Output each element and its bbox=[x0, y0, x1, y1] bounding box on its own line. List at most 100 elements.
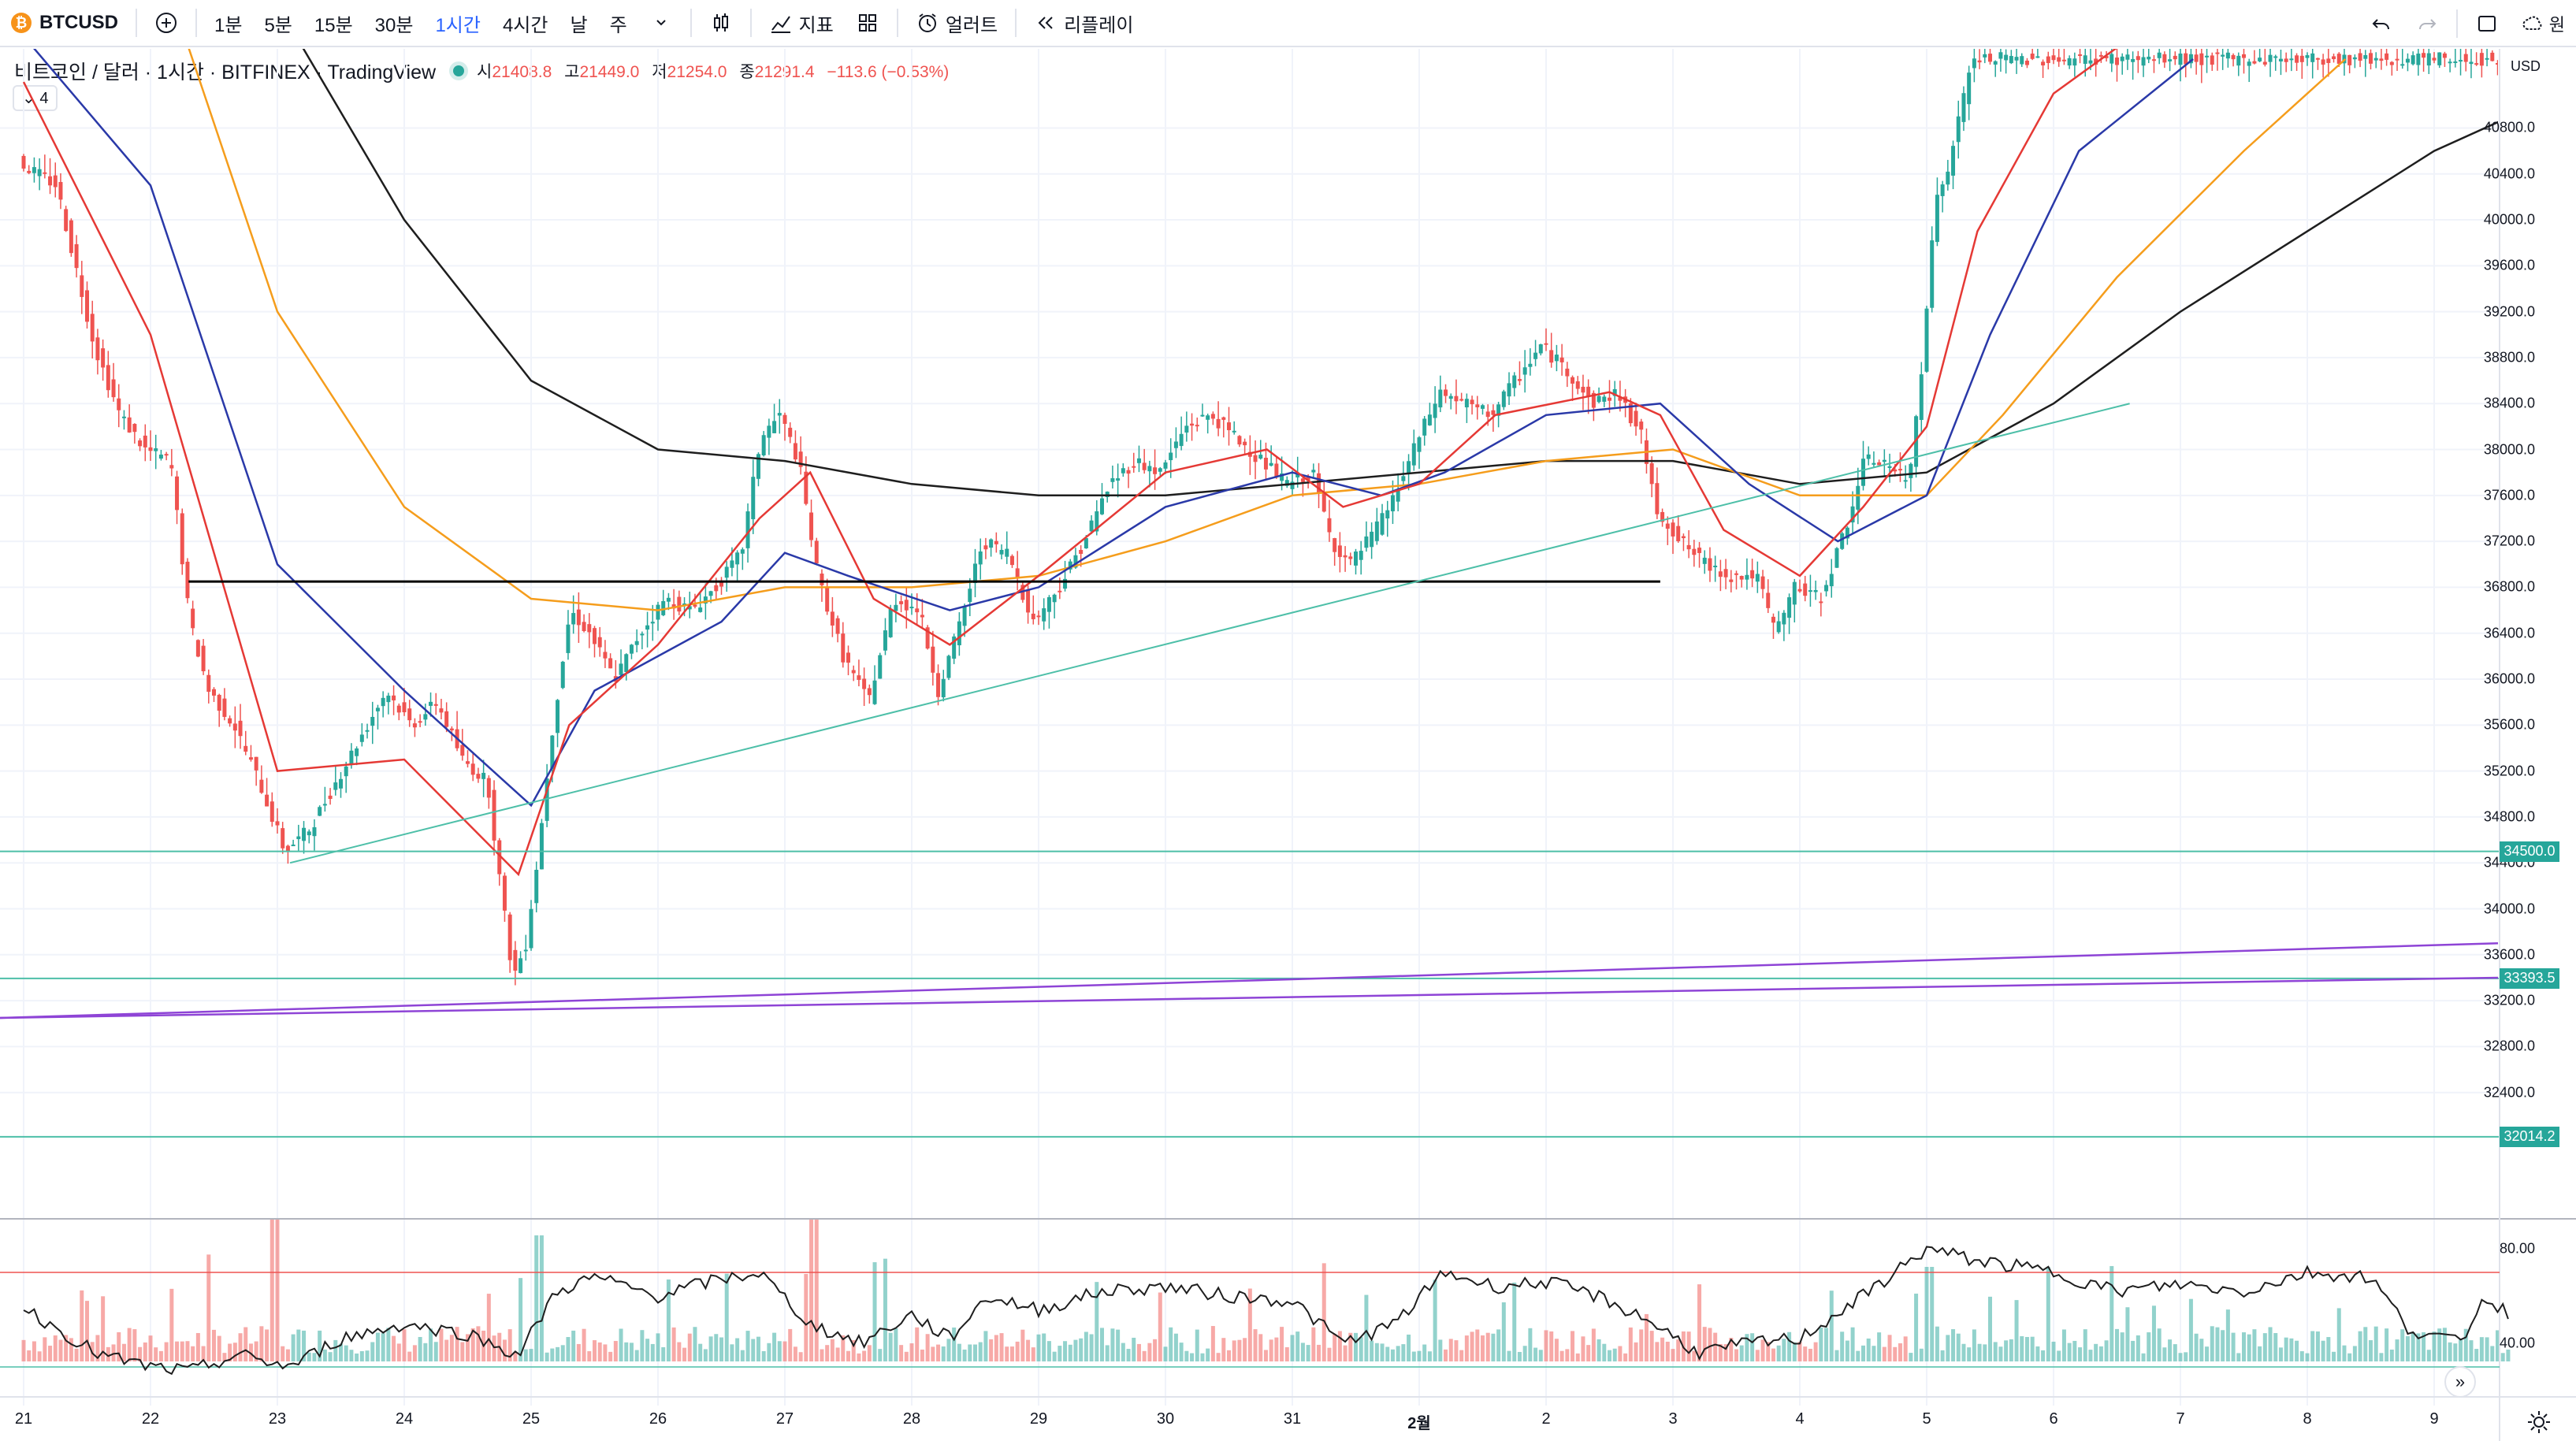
volume-bar bbox=[1776, 1345, 1781, 1361]
volume-bar bbox=[519, 1278, 523, 1361]
candle-body bbox=[1549, 350, 1554, 363]
interval-5m[interactable]: 5분 bbox=[264, 14, 292, 36]
candle-body bbox=[872, 680, 877, 704]
volume-bar bbox=[1068, 1344, 1072, 1361]
indicators-icon bbox=[771, 16, 790, 33]
volume-bar bbox=[1872, 1346, 1876, 1361]
volume-bar bbox=[2221, 1330, 2225, 1361]
candle-body bbox=[593, 628, 597, 644]
symbol-search-button[interactable]: ₿ BTCUSD bbox=[0, 0, 129, 46]
candle-body bbox=[1745, 574, 1749, 580]
candles-icon bbox=[713, 13, 728, 32]
volume-bar bbox=[1988, 1296, 1992, 1361]
layout-select-button[interactable] bbox=[2464, 0, 2510, 47]
replay-button[interactable]: 리플레이 bbox=[1023, 0, 1144, 46]
volume-bar bbox=[925, 1334, 930, 1361]
volume-bar bbox=[1005, 1346, 1009, 1361]
scroll-to-realtime-button[interactable]: » bbox=[2444, 1366, 2476, 1398]
redo-button[interactable] bbox=[2404, 0, 2450, 47]
chevron-down-icon bbox=[656, 20, 666, 26]
volume-bar bbox=[1507, 1350, 1511, 1361]
interval-1m[interactable]: 1분 bbox=[214, 14, 243, 36]
candle-body bbox=[2268, 54, 2273, 62]
candle-body bbox=[1639, 422, 1644, 430]
volume-bar bbox=[2083, 1329, 2087, 1361]
candle-body bbox=[825, 587, 830, 612]
interval-4h[interactable]: 4시간 bbox=[502, 14, 548, 36]
candle-body bbox=[1348, 556, 1353, 559]
price-chart[interactable] bbox=[0, 49, 2576, 1441]
high-label: 고 bbox=[564, 63, 580, 81]
candle-body bbox=[1787, 597, 1792, 618]
compare-symbol-button[interactable] bbox=[143, 0, 189, 46]
candle-body bbox=[2188, 54, 2193, 64]
cloud-save-button[interactable]: 원 bbox=[2510, 0, 2576, 47]
volume-bar bbox=[645, 1339, 650, 1361]
candle-body bbox=[53, 175, 58, 188]
volume-bar bbox=[1258, 1334, 1263, 1361]
volume-bar bbox=[1522, 1346, 1527, 1361]
layouts-button[interactable] bbox=[845, 0, 890, 46]
candle-body bbox=[1898, 469, 1902, 471]
candle-body bbox=[1031, 613, 1035, 619]
candle-body bbox=[2004, 54, 2009, 61]
volume-bar bbox=[1882, 1346, 1886, 1361]
chart-legend: 비트코인 / 달러 · 1시간 · BITFINEX · TradingView… bbox=[14, 57, 957, 85]
volume-bar bbox=[1295, 1331, 1300, 1361]
volume-bar bbox=[1058, 1346, 1062, 1361]
interval-15m[interactable]: 15분 bbox=[314, 14, 353, 36]
alert-button[interactable]: 얼러트 bbox=[905, 0, 1009, 46]
volume-bar bbox=[2459, 1339, 2463, 1361]
candle-body bbox=[318, 807, 322, 816]
interval-1d[interactable]: 날 bbox=[570, 14, 588, 36]
indicators-label: 지표 bbox=[798, 14, 834, 36]
candle-body bbox=[989, 539, 994, 548]
candle-body bbox=[2363, 54, 2368, 59]
candle-body bbox=[1972, 58, 1976, 69]
indicators-button[interactable]: 지표 bbox=[758, 0, 845, 46]
volume-bar bbox=[212, 1329, 216, 1361]
volume-bar bbox=[941, 1346, 946, 1361]
chart-type-button[interactable] bbox=[698, 0, 744, 46]
candle-body bbox=[523, 949, 528, 952]
volume-bar bbox=[529, 1349, 533, 1361]
candle-body bbox=[164, 454, 169, 456]
candle-body bbox=[1163, 462, 1168, 469]
candle-body bbox=[1258, 455, 1263, 459]
volume-bar bbox=[957, 1343, 961, 1361]
currency-label[interactable]: USD bbox=[2511, 58, 2541, 74]
candle-body bbox=[1967, 72, 1972, 105]
volume-bar bbox=[433, 1342, 438, 1361]
candle-body bbox=[2173, 55, 2177, 60]
open-value: 21408.8 bbox=[492, 63, 552, 81]
candle-body bbox=[2442, 53, 2447, 58]
candle-body bbox=[48, 176, 53, 186]
volume-bar bbox=[2284, 1337, 2288, 1361]
volume-bar bbox=[1147, 1343, 1152, 1361]
interval-1h[interactable]: 1시간 bbox=[435, 14, 481, 36]
candle-body bbox=[1951, 146, 1956, 176]
candle-body bbox=[449, 728, 454, 731]
volume-bar bbox=[1940, 1350, 1945, 1361]
volume-bar bbox=[2057, 1350, 2061, 1361]
candle-body bbox=[1586, 386, 1591, 396]
volume-bar bbox=[1263, 1350, 1268, 1361]
candle-body bbox=[222, 698, 227, 717]
interval-dropdown[interactable] bbox=[638, 0, 684, 46]
volume-bar bbox=[1893, 1346, 1898, 1361]
candle-body bbox=[1649, 463, 1654, 485]
gear-icon[interactable] bbox=[2526, 1409, 2552, 1435]
candle-body bbox=[497, 840, 502, 875]
interval-1w[interactable]: 주 bbox=[609, 14, 627, 36]
interval-30m[interactable]: 30분 bbox=[374, 14, 414, 36]
volume-bar bbox=[2336, 1308, 2341, 1361]
volume-bar bbox=[418, 1336, 422, 1361]
candle-body bbox=[1872, 462, 1876, 465]
candle-body bbox=[111, 379, 116, 398]
volume-bar bbox=[2173, 1344, 2177, 1361]
volume-bar bbox=[2242, 1332, 2246, 1361]
candle-body bbox=[2437, 52, 2442, 65]
candle-body bbox=[862, 678, 867, 689]
candle-body bbox=[1676, 526, 1681, 541]
undo-button[interactable] bbox=[2359, 0, 2404, 47]
